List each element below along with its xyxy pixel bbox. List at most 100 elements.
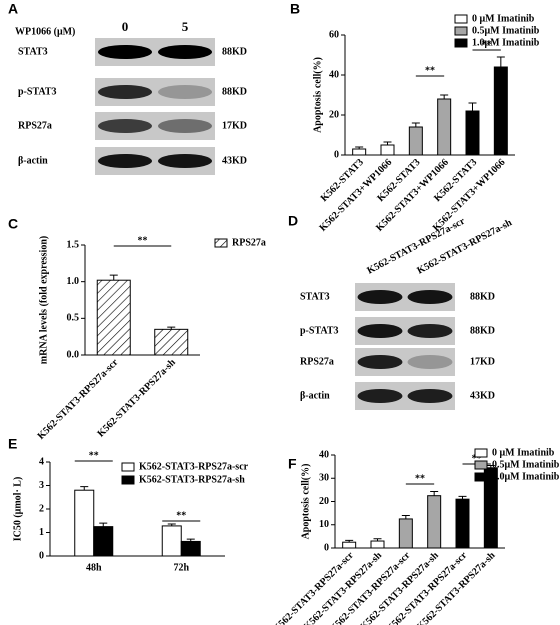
panel-label: B <box>290 1 300 17</box>
legend-swatch <box>214 238 228 248</box>
error-bar <box>345 539 354 543</box>
bar <box>437 98 452 156</box>
error-bar <box>411 122 420 127</box>
panel-label: E <box>8 436 17 452</box>
y-axis-label: Apoptosis cell(%) <box>300 464 311 540</box>
row-size: 88KD <box>470 325 495 336</box>
y-tick-label: 4 <box>39 456 44 467</box>
y-axis-label: IC50 (μmol· L) <box>12 477 23 542</box>
error-bar <box>430 491 439 496</box>
x-tick-label: 48h <box>86 562 102 573</box>
error-bar <box>486 464 495 468</box>
bar <box>465 110 480 156</box>
blot-band <box>407 355 453 369</box>
row-label: STAT3 <box>18 46 48 57</box>
legend-label: 0.5μM Imatinib <box>472 25 540 36</box>
blot-band <box>357 324 403 338</box>
legend-label: K562-STAT3-RPS27a-scr <box>139 461 249 472</box>
blot-band <box>357 389 403 403</box>
y-tick-label: 1 <box>39 527 44 538</box>
legend-swatch <box>454 26 468 36</box>
y-tick-label: 1.5 <box>67 239 80 250</box>
bar <box>380 144 395 156</box>
legend-swatch <box>121 462 135 472</box>
row-label: STAT3 <box>300 291 330 302</box>
error-bar <box>468 102 477 111</box>
bar <box>96 279 131 356</box>
error-bar <box>401 514 410 519</box>
y-tick-label: 0 <box>334 149 339 160</box>
lane-label: 0 <box>122 19 129 34</box>
blot-band <box>158 154 212 168</box>
blot-band <box>98 85 152 99</box>
y-tick-label: 1.0 <box>67 276 80 287</box>
error-bar <box>355 146 364 149</box>
error-bar <box>458 495 467 500</box>
error-bar <box>373 538 382 542</box>
legend-swatch <box>474 460 488 470</box>
panel-label: D <box>288 213 298 229</box>
bar <box>154 328 189 356</box>
sig-label: ** <box>482 39 492 50</box>
blot-band <box>98 45 152 59</box>
error-bar <box>496 56 505 67</box>
y-tick-label: 0 <box>324 542 329 553</box>
sig-label: ** <box>138 235 148 246</box>
y-tick-label: 30 <box>319 473 329 484</box>
panel-label: A <box>8 1 18 17</box>
blot-band <box>407 389 453 403</box>
blot-band <box>407 290 453 304</box>
row-size: 88KD <box>470 291 495 302</box>
sig-label: ** <box>89 450 99 461</box>
error-bar <box>167 523 176 526</box>
error-bar <box>440 94 449 99</box>
row-size: 17KD <box>470 356 495 367</box>
x-tick-label: 72h <box>173 562 189 573</box>
legend-label: 0 μM Imatinib <box>472 13 535 24</box>
legend-label: 1.0μM Imatinib <box>492 471 560 482</box>
bar <box>427 495 442 549</box>
y-tick-label: 20 <box>329 109 339 120</box>
bar <box>370 540 385 549</box>
y-axis-label: mRNA levels (fold expression) <box>38 236 49 364</box>
bar <box>180 540 201 557</box>
error-bar <box>99 522 108 527</box>
legend-swatch <box>474 472 488 482</box>
blot-band <box>407 324 453 338</box>
y-tick-label: 0.0 <box>67 349 80 360</box>
error-bar <box>186 538 195 542</box>
row-size: 43KD <box>222 155 247 166</box>
y-tick-label: 10 <box>319 519 329 530</box>
row-label: RPS27a <box>300 356 334 367</box>
blot-band <box>98 154 152 168</box>
bar <box>398 518 413 549</box>
blot-band <box>98 119 152 133</box>
row-label: p-STAT3 <box>18 86 57 97</box>
legend-label: 0 μM Imatinib <box>492 447 555 458</box>
blot-band <box>357 355 403 369</box>
y-tick-label: 40 <box>329 69 339 80</box>
y-tick-label: 20 <box>319 496 329 507</box>
bar <box>408 126 423 156</box>
legend-label: RPS27a <box>232 237 266 248</box>
sig-label: ** <box>176 510 186 521</box>
y-tick-label: 0.5 <box>67 313 80 324</box>
error-bar <box>109 274 118 281</box>
error-bar <box>80 486 89 491</box>
error-bar <box>383 141 392 145</box>
legend-label: 0.5μM Imatinib <box>492 459 560 470</box>
legend-swatch <box>474 448 488 458</box>
blot-band <box>357 290 403 304</box>
row-label: p-STAT3 <box>300 325 339 336</box>
row-size: 17KD <box>222 120 247 131</box>
legend-swatch <box>121 475 135 485</box>
blot-band <box>158 85 212 99</box>
legend-swatch <box>454 38 468 48</box>
error-bar <box>167 326 176 330</box>
bar <box>74 489 95 557</box>
bar <box>161 525 182 557</box>
sig-label: ** <box>472 453 482 464</box>
row-label: β-actin <box>300 390 330 401</box>
y-tick-label: 0 <box>39 550 44 561</box>
